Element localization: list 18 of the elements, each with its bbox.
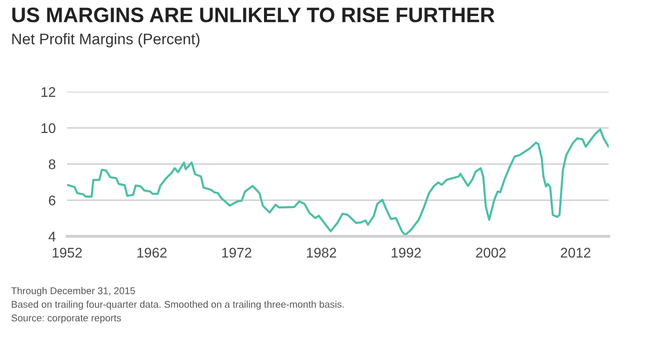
text: Through December 31, 2015 [11,287,135,296]
chart-title: US MARGINS ARE UNLIKELY TO RISE FURTHER [12,8,495,22]
text: Based on trailing four-quarter data. Smoothed on a trailing three-month basis. [12,300,344,310]
chart-subtitle: Net Profit Margins (Percent) [12,33,200,48]
x-tick-label: 1972 [222,248,252,258]
x-tick-label: 1982 [306,248,336,258]
x-tick-label: 1992 [392,248,421,258]
y-tick-label: 8 [48,159,56,170]
x-tick-label: 1952 [52,248,82,258]
y-tick-label: 10 [42,123,56,134]
y-tick-label: 12 [42,87,56,97]
line-series [67,128,609,236]
y-tick-label: 4 [48,232,56,242]
x-tick-label: 2002 [476,248,506,258]
y-tick-label: 6 [48,196,56,206]
x-tick-label: 1962 [137,248,167,258]
source-note: Source: corporate reports [12,314,121,324]
x-tick-label: 2012 [560,248,590,258]
